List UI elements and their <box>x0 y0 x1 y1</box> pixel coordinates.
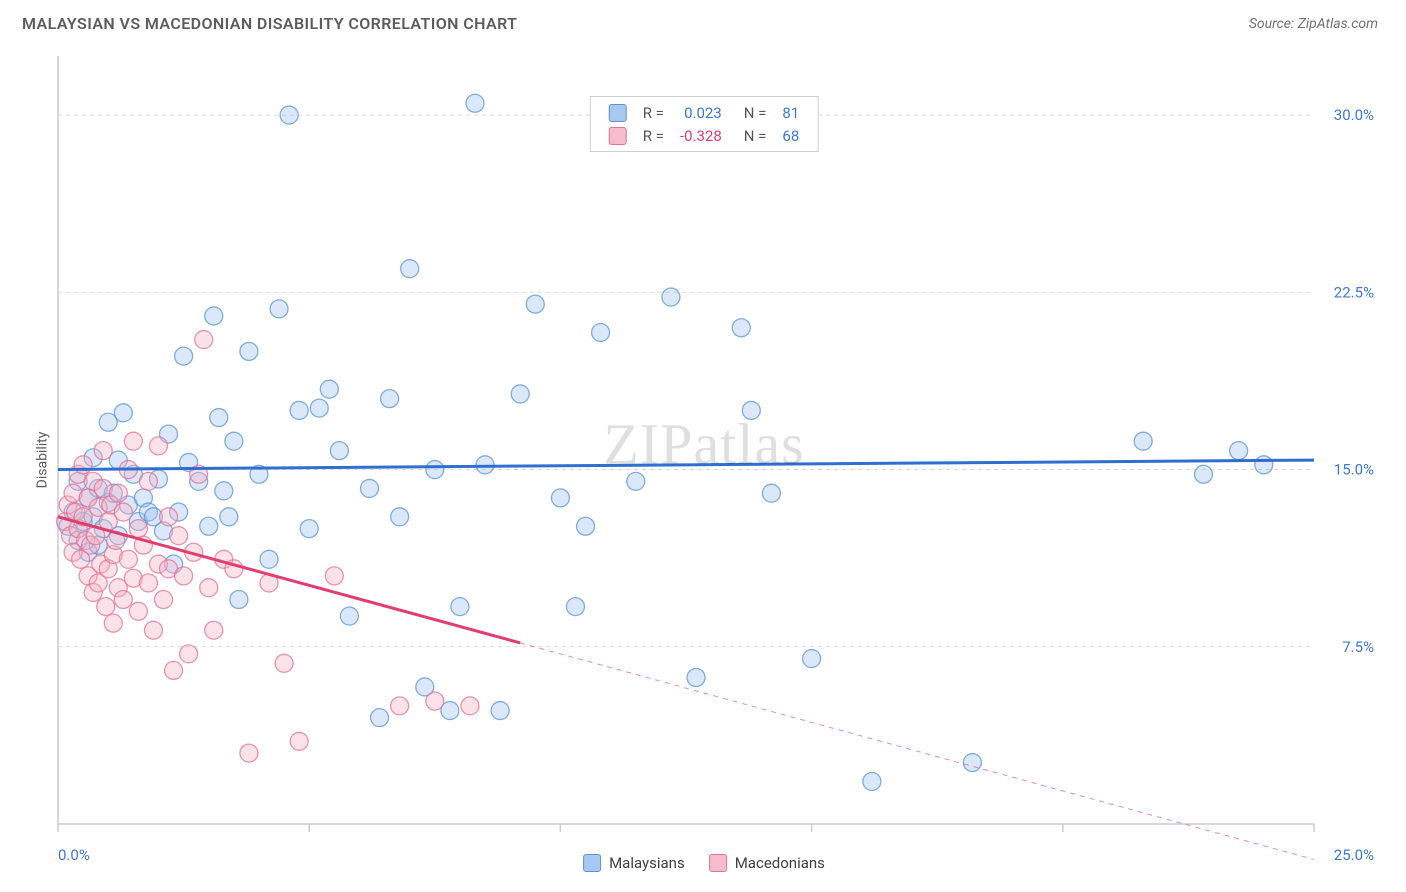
svg-text:15.0%: 15.0% <box>1334 461 1374 479</box>
source-label: Source: ZipAtlas.com <box>1249 16 1378 32</box>
correlation-legend: R =0.023N =81R =-0.328N =68 <box>590 96 819 152</box>
legend-item: Macedonians <box>709 854 825 872</box>
chart-title: MALAYSIAN VS MACEDONIAN DISABILITY CORRE… <box>22 14 517 33</box>
svg-text:30.0%: 30.0% <box>1334 106 1374 124</box>
svg-text:0.0%: 0.0% <box>58 846 90 864</box>
scatter-chart: 7.5% 15.0% 22.5% 30.0% 0.0% 25.0% <box>22 48 1386 872</box>
legend-item: Malaysians <box>583 854 685 872</box>
series-legend: Malaysians Macedonians <box>583 854 825 872</box>
plot-area: Disability 7.5%15.0%22.5%30.0%0.0%25.0% … <box>22 48 1386 872</box>
svg-text:7.5%: 7.5% <box>1342 638 1374 656</box>
svg-text:25.0%: 25.0% <box>1334 846 1374 864</box>
y-axis-label: Disability <box>34 432 50 489</box>
svg-text:22.5%: 22.5% <box>1334 283 1374 301</box>
